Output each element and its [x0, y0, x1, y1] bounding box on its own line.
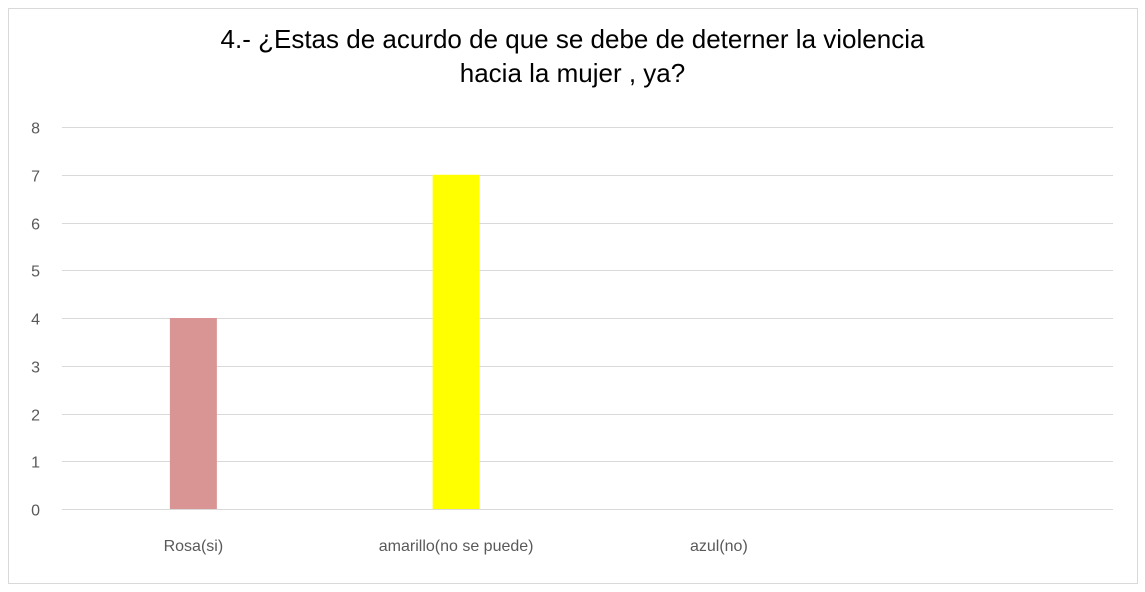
chart-title: 4.- ¿Estas de acurdo de que se debe de d… — [0, 22, 1145, 90]
y-tick-label: 2 — [31, 408, 40, 425]
bar-amarillo-no-se-puede- — [432, 174, 480, 509]
x-category-label: Rosa(si) — [164, 538, 224, 555]
bar-rosa-si- — [169, 318, 217, 509]
y-tick-label: 4 — [31, 312, 40, 329]
y-tick-label: 8 — [31, 121, 40, 138]
x-axis-categories: Rosa(si) amarillo(no se puede) azul(no) — [164, 538, 748, 555]
bars — [169, 174, 480, 509]
y-tick-label: 6 — [31, 217, 40, 234]
y-tick-label: 5 — [31, 264, 40, 281]
chart-title-line-2: hacia la mujer , ya? — [459, 58, 686, 88]
y-tick-label: 7 — [31, 169, 40, 186]
y-axis-ticks: 0 1 2 3 4 5 6 7 8 — [31, 121, 40, 520]
y-tick-label: 0 — [31, 503, 40, 520]
y-tick-label: 3 — [31, 360, 40, 377]
gridlines — [62, 127, 1113, 510]
chart-title-line-1: 4.- ¿Estas de acurdo de que se debe de d… — [220, 24, 925, 54]
x-category-label: amarillo(no se puede) — [379, 538, 534, 555]
y-tick-label: 1 — [31, 455, 40, 472]
x-category-label: azul(no) — [690, 538, 748, 555]
